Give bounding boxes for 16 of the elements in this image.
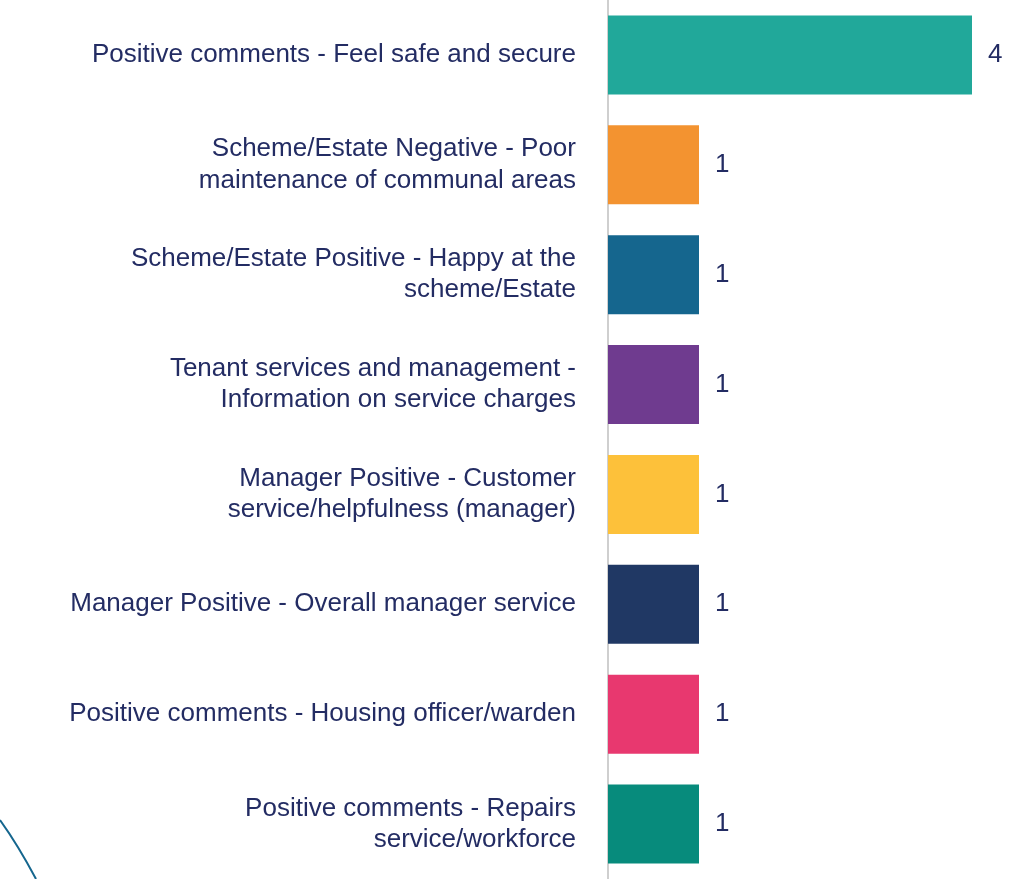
y-tick-label: Scheme/Estate Positive - Happy at the scheme/Estate xyxy=(130,242,576,304)
data-label: 1 xyxy=(715,477,730,508)
y-tick-label: Manager Positive - Overall manager service xyxy=(70,587,576,618)
data-label: 1 xyxy=(715,807,730,838)
data-label: 1 xyxy=(715,147,730,178)
y-tick-label: Positive comments - Housing officer/warden xyxy=(69,697,576,728)
y-tick-label: Tenant services and management - Information on service charges xyxy=(169,352,576,414)
y-tick-label: Manager Positive - Customer service/helpfulness (manager) xyxy=(227,462,577,524)
y-tick-label: Positive comments - Repairs service/workforce xyxy=(245,791,576,853)
data-label: 1 xyxy=(715,697,730,728)
data-label: 1 xyxy=(715,367,730,398)
data-label: 1 xyxy=(715,257,730,288)
y-tick-label: Scheme/Estate Negative - Poor maintenance of communal areas xyxy=(198,132,577,194)
y-tick-label: Positive comments - Feel safe and secure xyxy=(91,38,576,69)
data-label: 4 xyxy=(988,38,1003,69)
data-label: 1 xyxy=(715,587,730,618)
